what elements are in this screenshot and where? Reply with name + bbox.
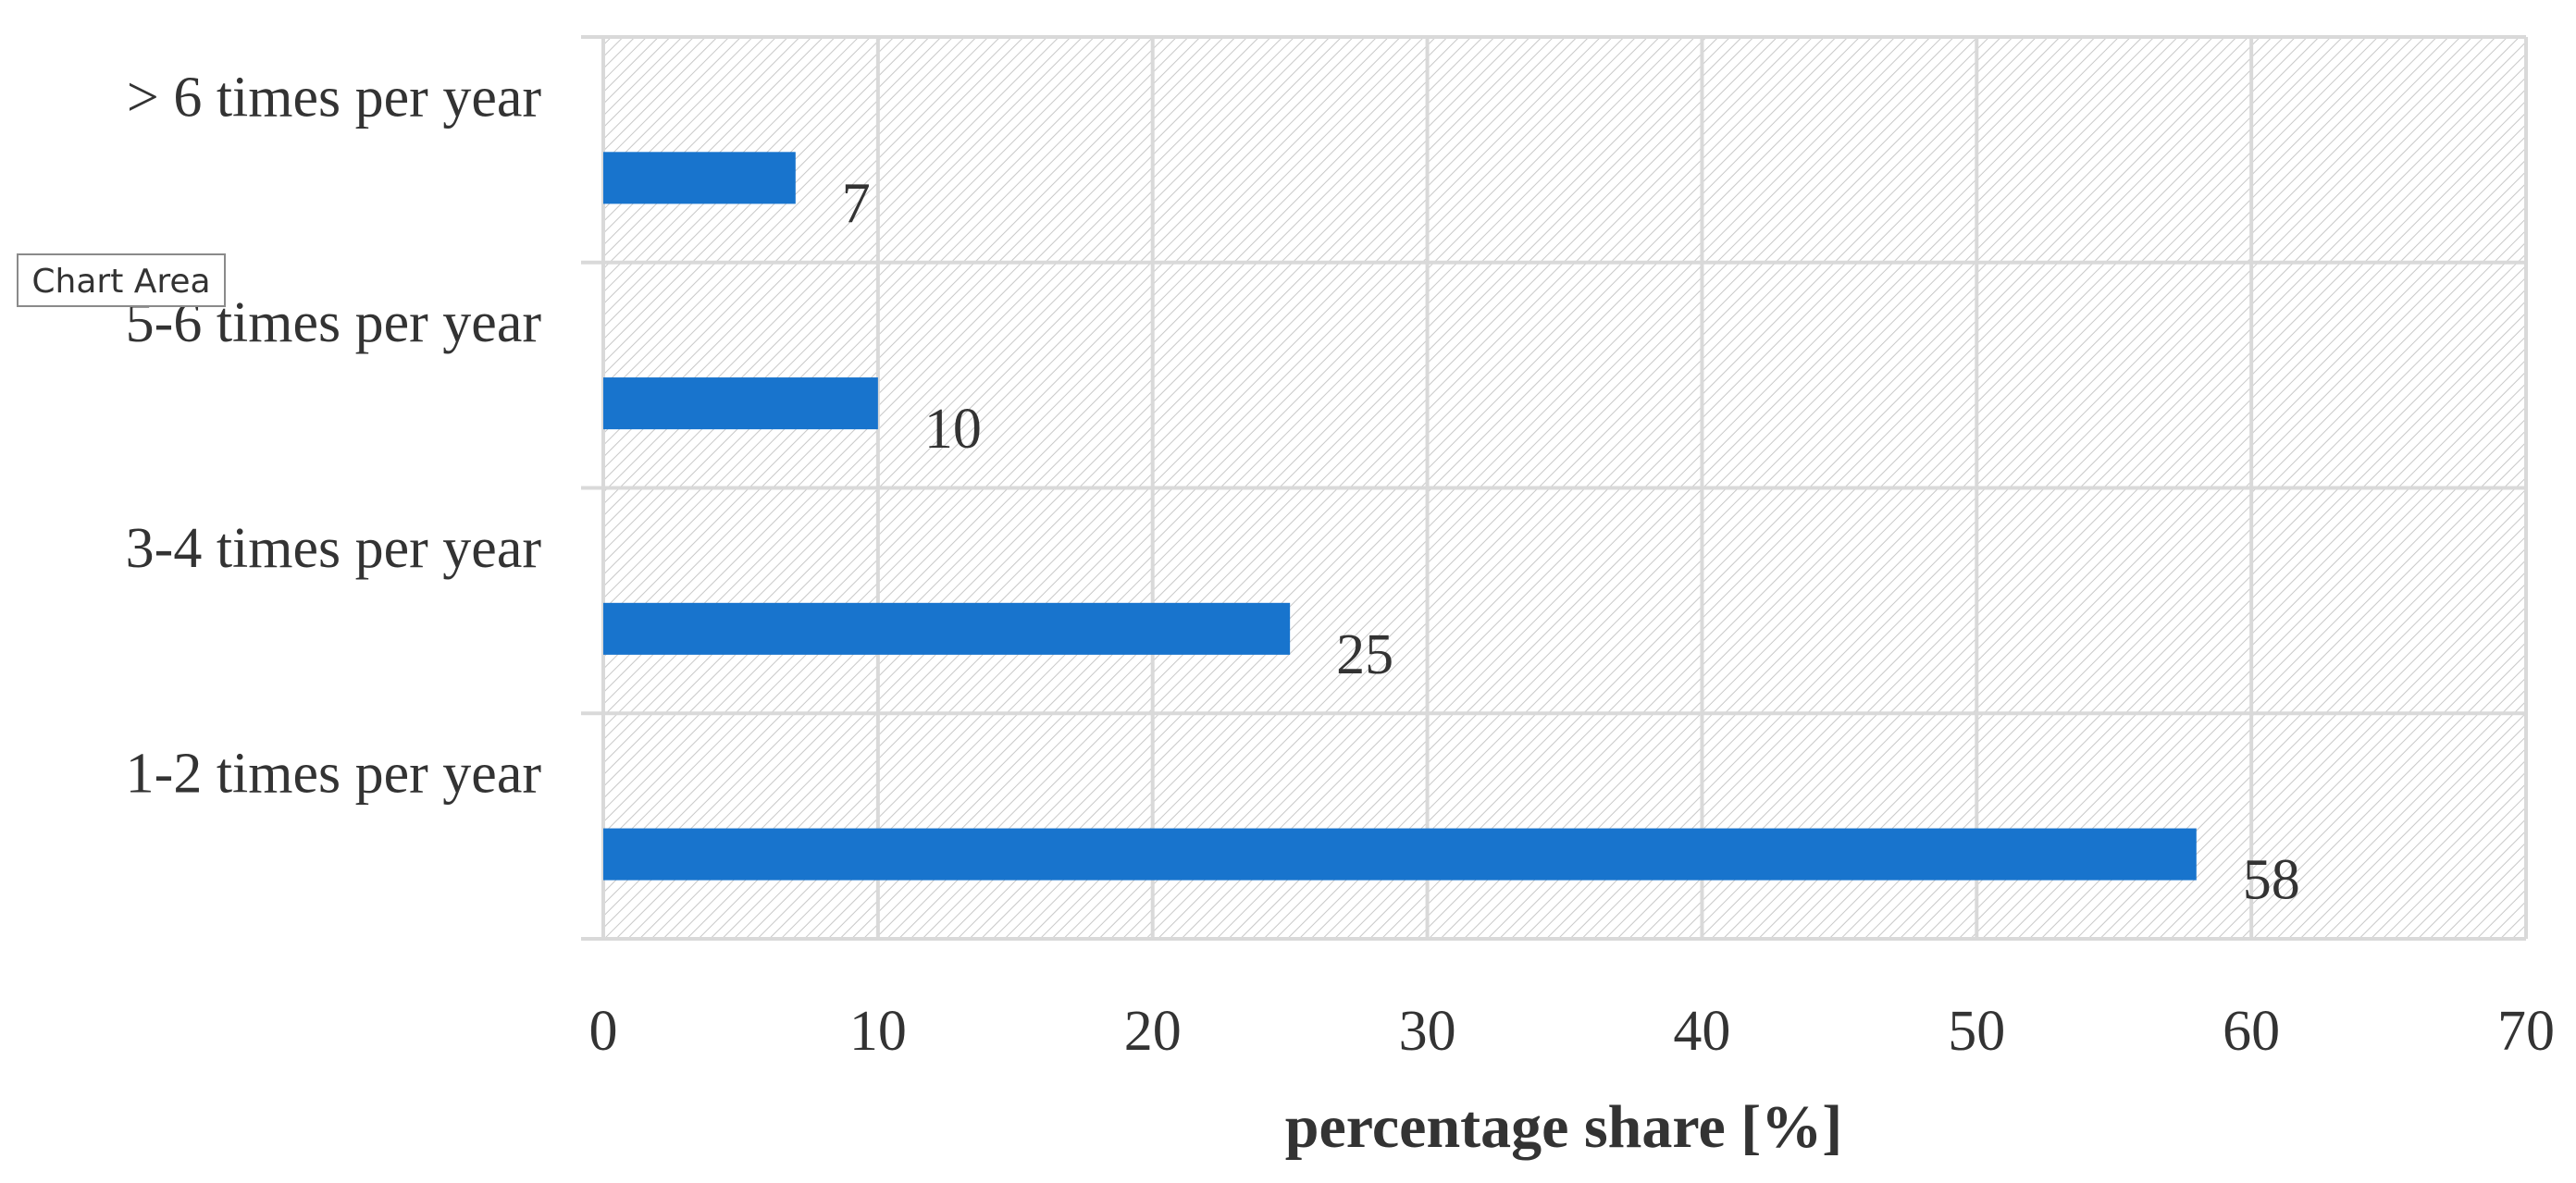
x-tick-label-0: 0 (589, 1000, 618, 1063)
bar-2 (603, 377, 878, 430)
x-tick-label-5: 50 (1948, 1000, 2005, 1063)
x-tick-label-4: 40 (1673, 1000, 1730, 1063)
data-label-2: 10 (924, 398, 982, 461)
chart-area-tooltip: Chart Area (17, 253, 226, 307)
bar-3 (603, 152, 796, 204)
x-tick-label-2: 20 (1124, 1000, 1182, 1063)
bar-series (603, 152, 2197, 881)
value-axis-tick-labels: 0 10 20 30 40 50 60 70 (589, 1000, 2556, 1063)
category-label-3: > 6 times per year (127, 66, 541, 129)
tooltip-label: Chart Area (31, 263, 210, 301)
bar-0 (603, 828, 2197, 881)
plot-area: 58 25 10 7 (581, 35, 2528, 941)
x-tick-label-7: 70 (2497, 1000, 2555, 1063)
category-label-0: 1-2 times per year (126, 743, 542, 806)
data-label-3: 7 (842, 172, 871, 235)
x-axis-title: percentage share [%] (1285, 1093, 1842, 1161)
x-tick-label-3: 30 (1399, 1000, 1456, 1063)
horizontal-gridlines (581, 35, 2526, 941)
data-label-1: 25 (1336, 623, 1393, 686)
data-labels: 58 25 10 7 (842, 172, 2300, 911)
data-label-0: 58 (2243, 849, 2300, 912)
bar-1 (603, 602, 1291, 655)
x-tick-label-6: 60 (2223, 1000, 2280, 1063)
category-label-1: 3-4 times per year (126, 517, 542, 580)
tooltip-box (17, 253, 226, 307)
x-tick-label-1: 10 (849, 1000, 907, 1063)
